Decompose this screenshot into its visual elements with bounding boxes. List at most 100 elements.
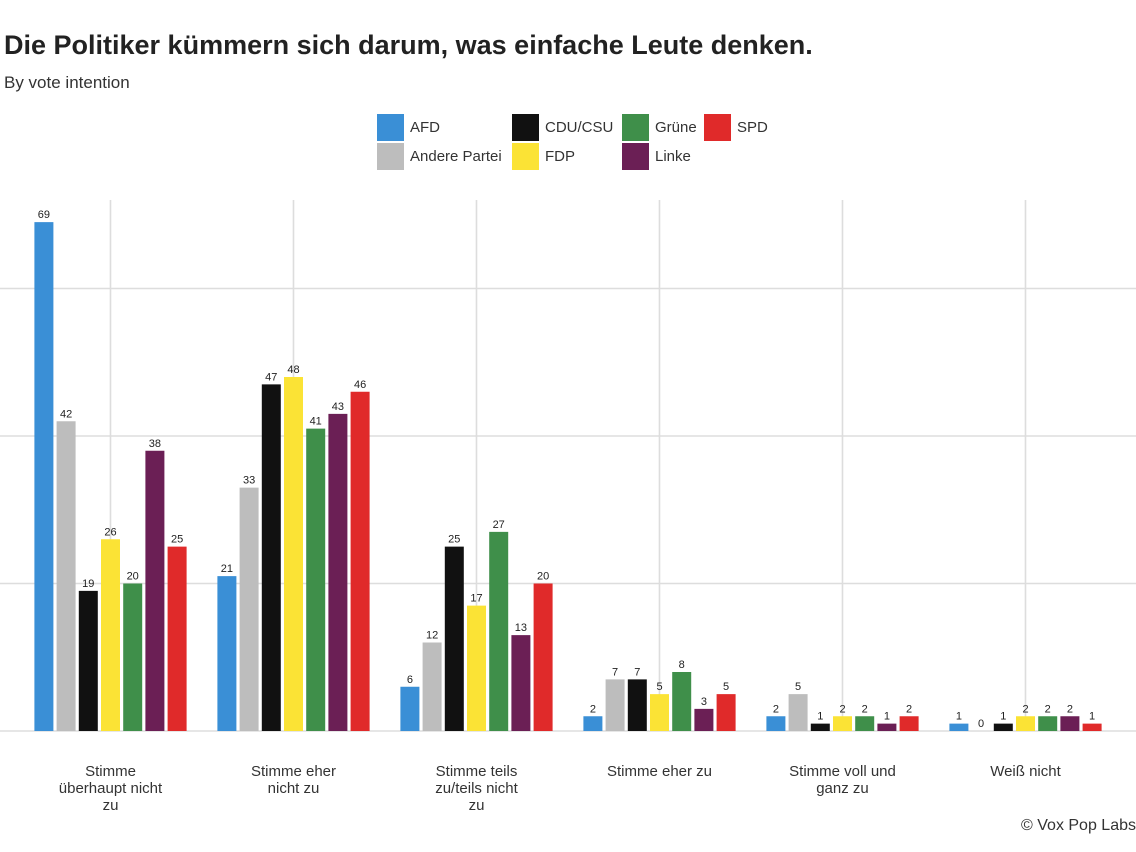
- legend-item-spd: SPD: [704, 114, 768, 141]
- bar-gruene-cat1: [123, 583, 143, 731]
- value-label-afd-cat2: 21: [221, 563, 233, 575]
- value-label-afd-cat6: 1: [956, 711, 962, 723]
- value-label-gruene-cat2: 41: [310, 416, 322, 428]
- bar-afd-cat4: [583, 716, 603, 731]
- bar-cdu-csu-cat3: [444, 546, 464, 731]
- legend-label-linke: Linke: [655, 148, 691, 165]
- bar-spd-cat6: [1082, 723, 1102, 731]
- value-label-cdu-csu-cat4: 7: [634, 666, 640, 678]
- value-label-gruene-cat3: 27: [493, 519, 505, 531]
- legend-item-gruene: Grüne: [622, 114, 697, 141]
- value-label-fdp-cat6: 2: [1022, 703, 1028, 715]
- bar-andere-partei-cat4: [605, 679, 625, 731]
- bar-cdu-csu-cat6: [993, 723, 1013, 731]
- legend-swatch-fdp: [512, 143, 539, 170]
- legend-item-andere-partei: Andere Partei: [377, 143, 502, 170]
- value-label-fdp-cat5: 2: [839, 703, 845, 715]
- bar-gruene-cat2: [306, 428, 326, 731]
- chart-title: Die Politiker kümmern sich darum, was ei…: [4, 30, 813, 60]
- bar-gruene-cat3: [489, 531, 509, 731]
- value-label-spd-cat2: 46: [354, 379, 366, 391]
- value-label-linke-cat6: 2: [1067, 703, 1073, 715]
- x-tick-label-4: Stimme eher zu: [607, 763, 712, 780]
- value-label-fdp-cat1: 26: [104, 526, 116, 538]
- legend-label-cdu-csu: CDU/CSU: [545, 119, 614, 136]
- value-label-fdp-cat3: 17: [470, 593, 482, 605]
- value-label-spd-cat6: 1: [1089, 711, 1095, 723]
- bar-andere-partei-cat5: [788, 694, 808, 731]
- x-tick-label-5: Stimme voll und ganz zu: [789, 763, 896, 797]
- bar-afd-cat3: [400, 686, 420, 731]
- value-label-cdu-csu-cat1: 19: [82, 578, 94, 590]
- bar-fdp-cat5: [833, 716, 852, 731]
- value-label-linke-cat3: 13: [515, 622, 527, 634]
- bar-fdp-cat6: [1016, 716, 1035, 731]
- value-label-spd-cat1: 25: [171, 534, 183, 546]
- legend-label-spd: SPD: [737, 119, 768, 136]
- legend-item-fdp: FDP: [512, 143, 575, 170]
- legend-item-linke: Linke: [622, 143, 691, 170]
- bar-fdp-cat1: [101, 539, 120, 731]
- bar-gruene-cat4: [672, 672, 692, 731]
- bar-cdu-csu-cat4: [627, 679, 647, 731]
- value-label-andere-partei-cat2: 33: [243, 475, 255, 487]
- value-label-linke-cat4: 3: [701, 696, 707, 708]
- bar-afd-cat1: [34, 222, 54, 731]
- bar-andere-partei-cat1: [56, 421, 76, 731]
- legend-swatch-andere-partei: [377, 143, 404, 170]
- value-label-afd-cat5: 2: [773, 703, 779, 715]
- bar-gruene-cat5: [855, 716, 875, 731]
- bar-linke-cat1: [145, 450, 165, 731]
- value-label-gruene-cat1: 20: [127, 571, 139, 583]
- bar-andere-partei-cat3: [422, 642, 442, 731]
- bar-fdp-cat2: [284, 377, 303, 731]
- x-tick-label-1: Stimme überhaupt nicht zu: [59, 763, 163, 814]
- bar-spd-cat3: [533, 583, 553, 731]
- legend-label-fdp: FDP: [545, 148, 575, 165]
- bar-linke-cat2: [328, 413, 348, 731]
- bar-linke-cat5: [877, 723, 897, 731]
- bar-spd-cat2: [350, 391, 370, 731]
- value-label-andere-partei-cat1: 42: [60, 408, 72, 420]
- bar-linke-cat3: [511, 635, 531, 731]
- value-label-andere-partei-cat4: 7: [612, 666, 618, 678]
- credit-text: © Vox Pop Labs: [1021, 817, 1136, 834]
- bar-gruene-cat6: [1038, 716, 1058, 731]
- bar-linke-cat4: [694, 708, 714, 731]
- legend-swatch-afd: [377, 114, 404, 141]
- value-label-cdu-csu-cat5: 1: [817, 711, 823, 723]
- bar-spd-cat5: [899, 716, 919, 731]
- value-label-gruene-cat5: 2: [862, 703, 868, 715]
- legend-swatch-gruene: [622, 114, 649, 141]
- legend-swatch-spd: [704, 114, 731, 141]
- bar-afd-cat6: [949, 723, 969, 731]
- chart-subtitle: By vote intention: [4, 73, 130, 92]
- value-label-spd-cat3: 20: [537, 571, 549, 583]
- bar-cdu-csu-cat5: [810, 723, 830, 731]
- x-tick-label-6: Weiß nicht: [990, 763, 1061, 780]
- bar-afd-cat5: [766, 716, 786, 731]
- bar-cdu-csu-cat1: [78, 590, 98, 731]
- value-label-cdu-csu-cat2: 47: [265, 371, 277, 383]
- bar-andere-partei-cat2: [239, 487, 259, 731]
- value-label-afd-cat3: 6: [407, 674, 413, 686]
- value-label-cdu-csu-cat6: 1: [1000, 711, 1006, 723]
- value-label-andere-partei-cat3: 12: [426, 630, 438, 642]
- legend-label-gruene: Grüne: [655, 119, 697, 136]
- value-label-linke-cat2: 43: [332, 401, 344, 413]
- value-label-linke-cat1: 38: [149, 438, 161, 450]
- legend-label-andere-partei: Andere Partei: [410, 148, 502, 165]
- x-tick-label-3: Stimme teils zu/teils nicht zu: [435, 763, 518, 814]
- value-label-andere-partei-cat5: 5: [795, 681, 801, 693]
- legend-item-afd: AFD: [377, 114, 440, 141]
- value-label-gruene-cat4: 8: [679, 659, 685, 671]
- x-tick-label-2: Stimme eher nicht zu: [251, 763, 336, 797]
- bar-spd-cat4: [716, 694, 736, 731]
- bar-linke-cat6: [1060, 716, 1080, 731]
- bar-spd-cat1: [167, 546, 187, 731]
- legend-item-cdu-csu: CDU/CSU: [512, 114, 613, 141]
- value-label-gruene-cat6: 2: [1045, 703, 1051, 715]
- legend-swatch-cdu-csu: [512, 114, 539, 141]
- bar-afd-cat2: [217, 576, 237, 731]
